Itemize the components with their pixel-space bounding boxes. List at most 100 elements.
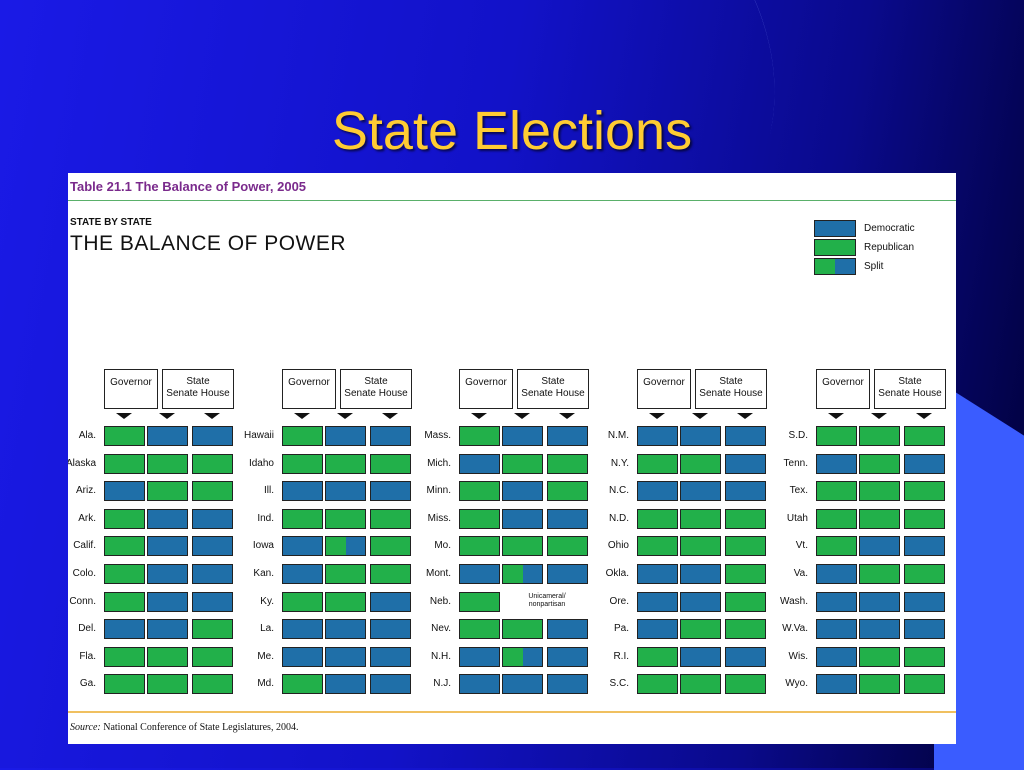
governor-cell xyxy=(816,508,857,529)
senate-cell xyxy=(147,453,188,474)
house-label: House xyxy=(912,388,942,399)
state-row: Vt. xyxy=(780,535,950,557)
house-cell xyxy=(192,591,233,612)
state-name: N.Y. xyxy=(610,457,629,469)
state-row: Iowa xyxy=(246,535,416,557)
house-cell xyxy=(547,536,588,557)
state-name: Tenn. xyxy=(783,457,808,469)
senate-cell xyxy=(325,508,366,529)
house-cell xyxy=(370,481,411,502)
governor-cell xyxy=(459,481,500,502)
governor-cell xyxy=(282,481,323,502)
senate-cell xyxy=(859,591,900,612)
state-row: N.H. xyxy=(423,646,593,668)
state-row: Tenn. xyxy=(780,453,950,475)
governor-cell xyxy=(282,646,323,667)
state-name: N.M. xyxy=(607,430,629,441)
legend-swatch xyxy=(814,220,856,237)
governor-cell xyxy=(816,481,857,502)
house-cell xyxy=(904,646,945,667)
state-row: Neb. Unicameral/ nonpartisan xyxy=(423,591,593,613)
house-cell xyxy=(547,508,588,529)
governor-cell xyxy=(282,536,323,557)
chamber-labels: Senate House xyxy=(518,388,588,400)
state-name: Fla. xyxy=(79,650,96,662)
state-row: Del. xyxy=(68,618,238,640)
state-name: N.H. xyxy=(431,650,451,662)
chevron-down-icon xyxy=(649,413,665,419)
state-name: Ark. xyxy=(78,512,96,524)
senate-cell xyxy=(147,646,188,667)
governor-cell xyxy=(816,536,857,557)
governor-cell xyxy=(282,564,323,584)
chevron-down-icon xyxy=(514,413,530,419)
legend-item: Democratic xyxy=(814,219,915,238)
state-label: State xyxy=(541,376,565,387)
house-cell xyxy=(725,453,766,474)
senate-cell xyxy=(680,453,721,474)
house-label: House xyxy=(733,388,763,399)
senate-cell xyxy=(859,426,900,446)
house-cell xyxy=(725,536,766,557)
chevron-down-icon xyxy=(737,413,753,419)
chamber-labels: Senate House xyxy=(875,388,945,400)
state-name: Ala. xyxy=(78,430,96,441)
state-name: S.D. xyxy=(788,430,808,441)
state-row: Me. xyxy=(246,646,416,668)
governor-cell xyxy=(637,564,678,584)
state-name: N.J. xyxy=(433,678,451,690)
senate-cell xyxy=(859,674,900,695)
house-cell xyxy=(725,508,766,529)
governor-cell xyxy=(104,646,145,667)
state-name: Miss. xyxy=(427,512,451,524)
state-row: Mass. xyxy=(423,425,593,447)
state-row: W.Va. xyxy=(780,618,950,640)
house-cell xyxy=(370,619,411,640)
senate-cell xyxy=(147,508,188,529)
governor-cell xyxy=(282,426,323,446)
chevron-down-icon xyxy=(337,413,353,419)
chevron-down-icon xyxy=(116,413,132,419)
state-name: Wash. xyxy=(780,595,808,607)
state-row: Mont. xyxy=(423,563,593,585)
house-cell xyxy=(904,481,945,502)
state-label: State xyxy=(186,376,210,387)
house-cell xyxy=(547,426,588,446)
state-name: Colo. xyxy=(72,568,96,579)
state-name: Ga. xyxy=(79,678,96,690)
senate-cell xyxy=(680,564,721,584)
state-name: N.D. xyxy=(609,512,629,524)
house-cell xyxy=(904,508,945,529)
state-row: Miss. xyxy=(423,508,593,530)
state-row: Minn. xyxy=(423,480,593,502)
state-name: Mont. xyxy=(425,568,451,579)
state-row: Okla. xyxy=(601,563,771,585)
governor-cell xyxy=(459,591,500,612)
state-name: Neb. xyxy=(429,595,451,607)
chevron-down-icon xyxy=(159,413,175,419)
senate-label: Senate xyxy=(521,388,553,399)
governor-cell xyxy=(816,646,857,667)
state-row: Ill. xyxy=(246,480,416,502)
figure-heading: THE BALANCE OF POWER xyxy=(70,232,347,255)
senate-cell xyxy=(325,619,366,640)
senate-cell xyxy=(502,674,543,695)
state-row: Md. xyxy=(246,673,416,695)
state-row: Ga. xyxy=(68,673,238,695)
house-cell xyxy=(192,564,233,584)
state-row: S.D. xyxy=(780,425,950,447)
governor-cell xyxy=(104,536,145,557)
governor-cell xyxy=(282,453,323,474)
state-row: R.I. xyxy=(601,646,771,668)
source-text: National Conference of State Legislature… xyxy=(100,722,299,733)
state-row: Va. xyxy=(780,563,950,585)
house-label: House xyxy=(200,388,230,399)
senate-cell xyxy=(680,536,721,557)
state-row: Colo. xyxy=(68,563,238,585)
house-cell xyxy=(904,453,945,474)
governor-cell xyxy=(104,564,145,584)
governor-header: Governor xyxy=(459,369,513,409)
state-name: Tex. xyxy=(789,485,808,497)
governor-cell xyxy=(282,619,323,640)
house-cell xyxy=(192,508,233,529)
